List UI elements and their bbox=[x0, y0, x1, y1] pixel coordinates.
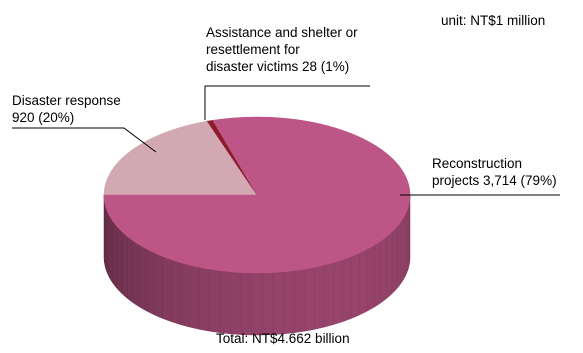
leader-line-assistance bbox=[204, 85, 370, 120]
pie-side-segment bbox=[189, 264, 200, 330]
pie-side-segment bbox=[171, 259, 181, 325]
pie-side-segment bbox=[350, 252, 360, 319]
pie-side-segment bbox=[359, 248, 368, 316]
pie-side-segment bbox=[400, 215, 405, 285]
slice-disaster-response bbox=[103, 120, 258, 196]
pie-side-segment bbox=[230, 271, 242, 335]
pie-side-segment bbox=[293, 268, 305, 333]
pie-side-segment bbox=[314, 264, 325, 330]
pie-side-segment bbox=[304, 267, 315, 332]
pie-side-segment bbox=[380, 235, 388, 304]
slice-label-reconstruction: Reconstruction projects 3,714 (79%) bbox=[432, 156, 557, 188]
slice-label-disaster-response: Disaster response 920 (20%) bbox=[12, 93, 121, 125]
pie-side-segment bbox=[162, 256, 172, 323]
pie-side-segment bbox=[126, 235, 134, 304]
pie-side-segment bbox=[107, 211, 111, 280]
pie-side-segment bbox=[391, 226, 398, 295]
pie-side-segment bbox=[272, 271, 284, 335]
pie-side-segment bbox=[132, 240, 141, 308]
pie-side-segment bbox=[403, 211, 407, 280]
pie-side-segment bbox=[180, 262, 191, 328]
pie-side-segment bbox=[342, 256, 352, 323]
pie-side-segment bbox=[323, 262, 334, 328]
pie-side-segment bbox=[366, 244, 375, 312]
unit-label: unit: NT$1 million bbox=[441, 13, 546, 28]
leader-line-disaster-response bbox=[12, 127, 157, 153]
leader-lines bbox=[12, 85, 560, 196]
pie-side-segment bbox=[373, 240, 382, 308]
pie-side-segment bbox=[240, 272, 252, 336]
pie-side-segment bbox=[406, 205, 409, 274]
pie-side-segment bbox=[146, 248, 155, 316]
pie-side-segment bbox=[251, 272, 263, 336]
pie-side-segment bbox=[333, 259, 343, 325]
pie-side-segment bbox=[283, 270, 295, 335]
slice-reconstruction bbox=[103, 116, 411, 274]
pie-side-segment bbox=[396, 220, 402, 290]
pie-top bbox=[103, 116, 411, 274]
pie-side-segment bbox=[209, 268, 221, 333]
pie-side-segment bbox=[105, 205, 108, 274]
pie-side-segment bbox=[116, 226, 123, 295]
pie-side-segment bbox=[154, 252, 164, 319]
pie-side-segment bbox=[386, 231, 393, 299]
pie-side-segment bbox=[109, 215, 114, 285]
pie-side-segment bbox=[139, 244, 148, 312]
pie-side-segment bbox=[121, 231, 128, 299]
total-label: Total: NT$4.662 billion bbox=[216, 331, 350, 346]
pie-side-segment bbox=[219, 270, 231, 335]
pie-side-segment bbox=[112, 220, 118, 290]
pie-side-segment bbox=[199, 267, 210, 332]
pie-side-segment bbox=[262, 272, 274, 336]
slice-label-assistance: Assistance and shelter or resettlement f… bbox=[206, 25, 358, 74]
